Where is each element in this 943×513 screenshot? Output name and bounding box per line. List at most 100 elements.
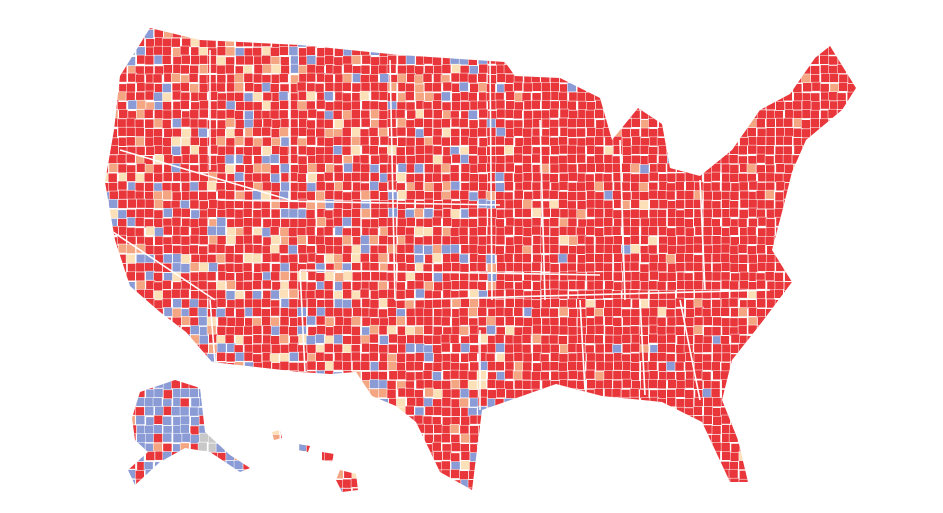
county <box>441 425 452 435</box>
county <box>640 371 651 381</box>
county <box>647 82 658 93</box>
county <box>638 209 649 219</box>
county <box>162 325 173 336</box>
county <box>569 497 578 506</box>
county <box>595 452 606 462</box>
county <box>262 63 272 74</box>
county <box>684 253 694 263</box>
county <box>224 245 235 255</box>
county <box>730 343 740 354</box>
county <box>208 361 219 372</box>
county <box>541 298 551 308</box>
county <box>531 290 541 300</box>
county <box>459 91 470 101</box>
county <box>802 145 812 156</box>
county <box>261 28 272 30</box>
county <box>792 73 803 84</box>
county <box>495 461 506 471</box>
county <box>450 407 461 417</box>
county <box>720 28 731 30</box>
county <box>784 496 793 505</box>
county <box>424 163 434 174</box>
county <box>134 452 145 462</box>
county <box>693 415 704 425</box>
county <box>216 109 227 120</box>
county <box>105 245 110 256</box>
county <box>414 181 424 191</box>
county <box>549 137 559 147</box>
county <box>567 253 577 264</box>
county <box>864 488 873 497</box>
county <box>216 343 227 353</box>
county <box>243 335 253 346</box>
county <box>134 190 145 201</box>
county <box>811 263 821 274</box>
county <box>478 46 489 57</box>
county <box>387 236 397 246</box>
county <box>136 28 147 38</box>
county <box>683 90 694 101</box>
county <box>270 252 281 263</box>
county <box>414 272 425 282</box>
county <box>748 397 759 407</box>
county <box>163 128 174 138</box>
county <box>622 146 632 156</box>
county <box>297 173 307 183</box>
county <box>477 28 488 38</box>
county <box>657 262 668 272</box>
county <box>702 226 713 236</box>
county <box>757 388 767 399</box>
county <box>414 83 425 94</box>
county <box>469 298 479 308</box>
county <box>558 91 568 102</box>
county <box>307 235 317 245</box>
county <box>657 65 667 75</box>
county <box>442 289 453 299</box>
county <box>415 288 425 299</box>
county <box>649 450 659 461</box>
county <box>738 37 748 48</box>
county <box>603 397 613 408</box>
county <box>603 109 613 119</box>
county <box>279 325 289 336</box>
county <box>215 415 226 425</box>
county <box>360 334 371 345</box>
county <box>576 172 587 183</box>
county <box>477 127 487 138</box>
county <box>278 73 289 83</box>
county <box>351 281 362 291</box>
county <box>756 164 766 175</box>
county <box>685 370 695 381</box>
county <box>755 92 766 103</box>
county <box>540 487 550 492</box>
county <box>585 262 595 273</box>
county <box>865 462 874 471</box>
county <box>739 190 750 201</box>
county <box>415 55 426 66</box>
county <box>701 371 712 381</box>
county <box>279 254 290 265</box>
county <box>684 199 695 209</box>
county <box>361 29 371 39</box>
county <box>342 317 353 327</box>
county <box>280 56 290 67</box>
county <box>105 326 109 336</box>
county <box>568 370 578 380</box>
county <box>451 218 461 228</box>
county <box>378 451 389 462</box>
county <box>567 270 578 281</box>
county <box>864 254 873 263</box>
county <box>803 498 812 507</box>
county <box>738 414 749 425</box>
county <box>522 352 533 363</box>
county <box>503 398 514 408</box>
county <box>441 360 452 371</box>
county <box>523 37 534 47</box>
county <box>739 280 749 290</box>
county <box>622 316 632 326</box>
county <box>775 227 786 237</box>
county <box>172 298 182 308</box>
county <box>693 316 704 327</box>
county <box>765 406 775 416</box>
county <box>784 370 794 380</box>
